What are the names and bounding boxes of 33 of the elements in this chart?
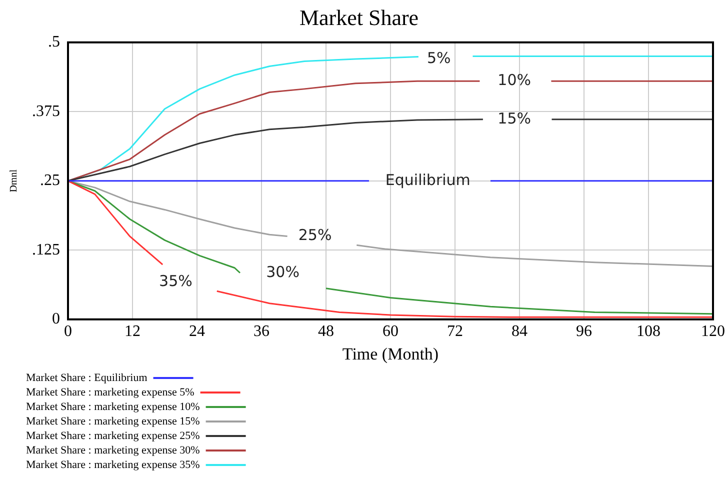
- annotation: 30%: [266, 262, 300, 281]
- x-tick-label: 24: [189, 323, 205, 340]
- legend-label: Market Share : marketing expense 10%: [26, 400, 200, 413]
- annotation: Equilibrium: [385, 170, 470, 189]
- x-tick-label: 60: [382, 323, 398, 340]
- annotation: 15%: [498, 109, 532, 128]
- y-tick-label: .375: [32, 102, 60, 120]
- y-tick-label: .25: [40, 172, 60, 190]
- annotation: 5%: [426, 48, 451, 67]
- x-tick-label: 108: [636, 323, 660, 340]
- annotation: 10%: [498, 71, 532, 90]
- x-axis-title: Time (Month): [342, 344, 439, 364]
- chart-title: Market Share: [299, 4, 419, 30]
- legend-label: Market Share : Equilibrium: [26, 372, 148, 384]
- y-tick-label: 0: [52, 310, 60, 328]
- x-tick-label: 120: [701, 323, 725, 340]
- y-tick-label: .5: [48, 34, 60, 51]
- annotation: 35%: [159, 272, 192, 290]
- x-tick-label: 0: [64, 323, 72, 340]
- x-tick-label: 96: [576, 323, 592, 340]
- legend-label: Market Share : marketing expense 5%: [26, 386, 194, 398]
- annotation: 25%: [298, 226, 332, 244]
- legend-label: Market Share : marketing expense 25%: [26, 430, 200, 442]
- legend-label: Market Share : marketing expense 35%: [26, 458, 200, 471]
- x-tick-label: 48: [318, 323, 334, 340]
- x-tick-label: 84: [512, 323, 528, 340]
- y-tick-label: .125: [32, 241, 60, 258]
- x-tick-label: 12: [124, 323, 140, 340]
- x-tick-label: 36: [254, 323, 270, 340]
- legend-label: Market Share : marketing expense 30%: [26, 444, 200, 456]
- x-tick-label: 72: [447, 323, 463, 340]
- y-axis-title: Dmnl: [8, 169, 20, 192]
- legend-label: Market Share : marketing expense 15%: [26, 415, 200, 428]
